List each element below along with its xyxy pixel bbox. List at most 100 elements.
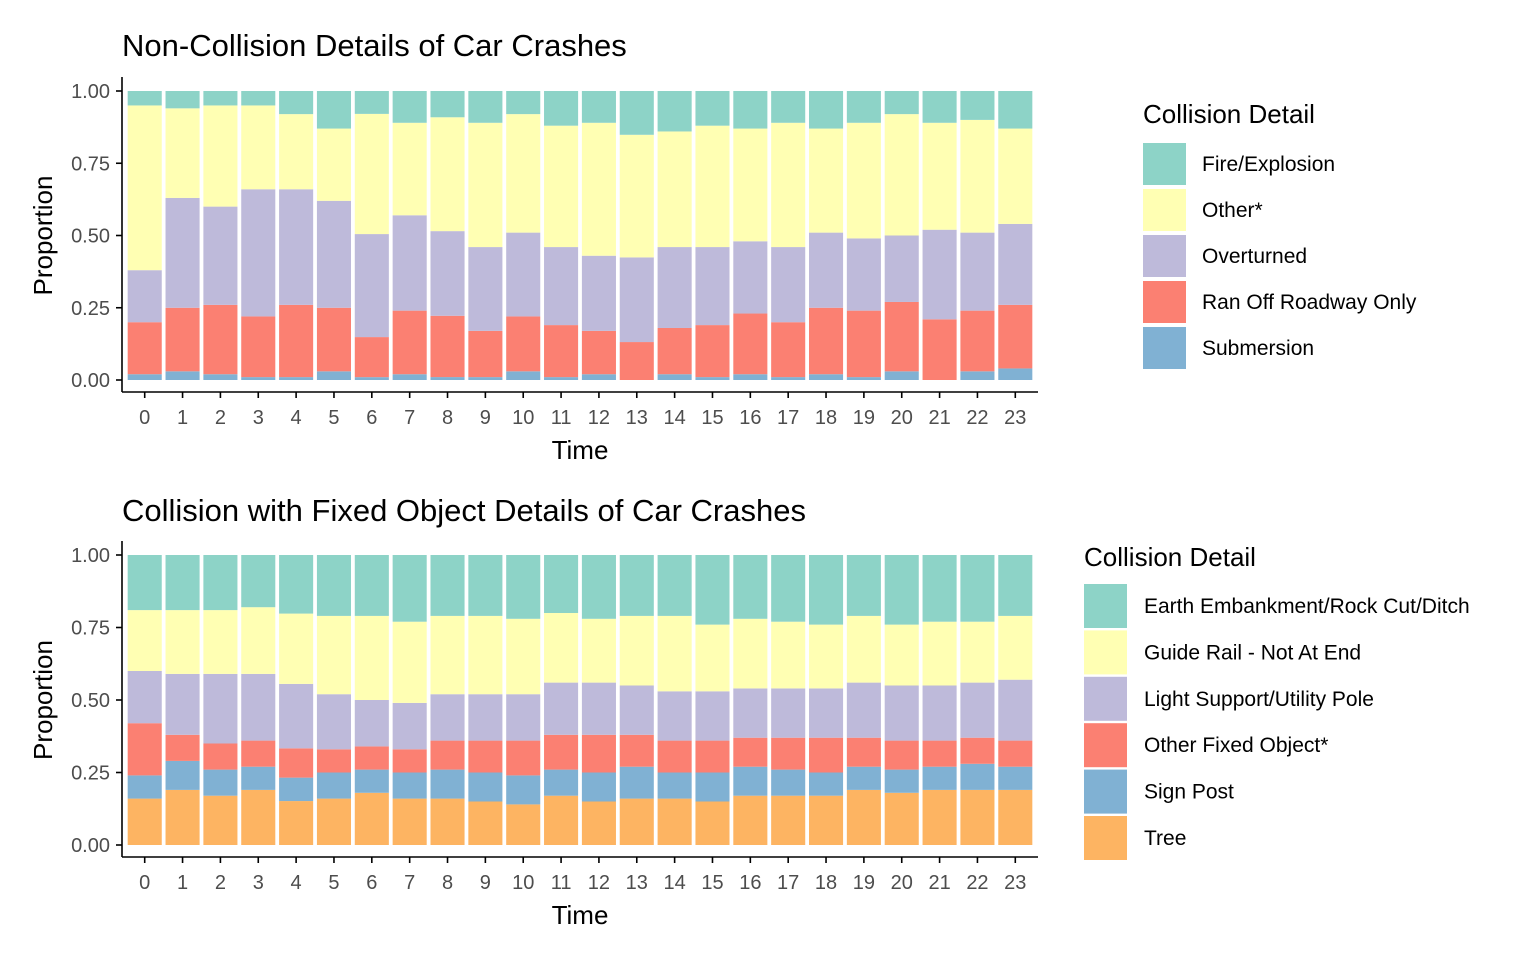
legend-key	[1143, 143, 1186, 185]
x-tick-label: 4	[291, 872, 302, 894]
bar-segment	[544, 91, 579, 126]
legend-label: Sign Post	[1144, 781, 1234, 804]
bar-segment	[316, 798, 351, 845]
bar-segment	[354, 234, 389, 338]
bar-segment	[127, 610, 162, 671]
bar-segment	[468, 122, 503, 248]
bar-segment	[960, 119, 995, 233]
bar-segment	[203, 673, 238, 744]
bar-segment	[279, 683, 314, 749]
bar-segment	[127, 105, 162, 271]
x-tick-label: 16	[739, 872, 761, 894]
bar-segment	[544, 769, 579, 796]
bar-segment	[392, 374, 427, 380]
x-tick-label: 1	[177, 407, 188, 429]
bar-segment	[241, 673, 276, 741]
bar-segment	[354, 91, 389, 114]
bar-segment	[884, 792, 919, 845]
bar-segment	[354, 700, 389, 747]
bar-segment	[165, 760, 200, 790]
bar-segment	[922, 621, 957, 686]
bar-segment	[316, 694, 351, 750]
bar-segment	[468, 91, 503, 123]
bar-segment	[127, 798, 162, 845]
bar-segment	[127, 555, 162, 611]
bar-segment	[695, 91, 730, 126]
bar-segment	[884, 685, 919, 741]
legend-label: Overturned	[1202, 245, 1307, 268]
bar-segment	[960, 555, 995, 622]
chart-title: Collision with Fixed Object Details of C…	[122, 493, 806, 528]
bar-segment	[809, 737, 844, 773]
bar-segment	[657, 131, 692, 248]
bar-segment	[657, 555, 692, 616]
bar-segment	[165, 91, 200, 109]
bar-segment	[998, 679, 1033, 741]
x-tick-label: 12	[588, 872, 610, 894]
bar-segment	[203, 91, 238, 106]
x-tick-label: 0	[139, 407, 150, 429]
bar-segment	[392, 621, 427, 703]
bar-segment	[430, 315, 465, 378]
bar-segment	[657, 740, 692, 773]
bar-segment	[771, 322, 806, 378]
bar-segment	[165, 108, 200, 198]
bar-segment	[354, 746, 389, 770]
bar-segment	[203, 105, 238, 207]
bar-segment	[657, 247, 692, 328]
legend-key	[1143, 327, 1186, 369]
bar-segment	[203, 206, 238, 305]
bar-segment	[241, 555, 276, 608]
bar-segment	[960, 621, 995, 683]
bar-segment	[127, 374, 162, 380]
bar-segment	[771, 555, 806, 622]
x-tick-label: 7	[404, 407, 415, 429]
bar-segment	[544, 325, 579, 378]
bar-segment	[316, 128, 351, 201]
bar-segment	[695, 247, 730, 326]
bar-segment	[392, 215, 427, 311]
bar-segment	[165, 197, 200, 308]
y-axis-title: Proportion	[28, 176, 58, 296]
bar-segment	[809, 91, 844, 129]
bar-segment	[771, 377, 806, 380]
x-tick-label: 23	[1004, 872, 1026, 894]
bar-segment	[960, 682, 995, 738]
bar-segment	[544, 734, 579, 770]
bar-segment	[733, 374, 768, 380]
bar-segment	[884, 769, 919, 793]
bar-segment	[922, 685, 957, 741]
bar-segment	[619, 766, 654, 799]
bar-segment	[846, 682, 881, 738]
bar-segment	[544, 377, 579, 380]
bar-segment	[733, 795, 768, 845]
bar-segment	[657, 615, 692, 692]
bar-segment	[922, 319, 957, 380]
bar-segment	[960, 232, 995, 311]
y-tick-label: 0.50	[71, 226, 110, 248]
bar-segment	[354, 792, 389, 845]
bar-segment	[695, 772, 730, 802]
x-tick-label: 17	[777, 872, 799, 894]
legend-label: Fire/Explosion	[1202, 153, 1335, 176]
x-tick-label: 2	[215, 872, 226, 894]
legend-label: Other Fixed Object*	[1144, 734, 1328, 757]
bar-segment	[846, 737, 881, 767]
x-tick-label: 1	[177, 872, 188, 894]
bar-segment	[695, 691, 730, 741]
x-tick-label: 5	[328, 407, 339, 429]
bar-segment	[657, 327, 692, 375]
bar-segment	[733, 737, 768, 767]
x-tick-label: 19	[853, 407, 875, 429]
legend-title: Collision Detail	[1143, 99, 1315, 129]
legend-label: Earth Embankment/Rock Cut/Ditch	[1144, 595, 1470, 618]
legend: Collision Detail Earth Embankment/Rock Cu…	[1084, 542, 1470, 860]
bar-segment	[506, 316, 541, 372]
bar-segment	[960, 91, 995, 120]
bar-segment	[733, 555, 768, 619]
bar-segment	[468, 801, 503, 845]
bar-segment	[506, 694, 541, 741]
y-tick-label: 1.00	[71, 81, 110, 103]
legend-label: Ran Off Roadway Only	[1202, 291, 1417, 314]
